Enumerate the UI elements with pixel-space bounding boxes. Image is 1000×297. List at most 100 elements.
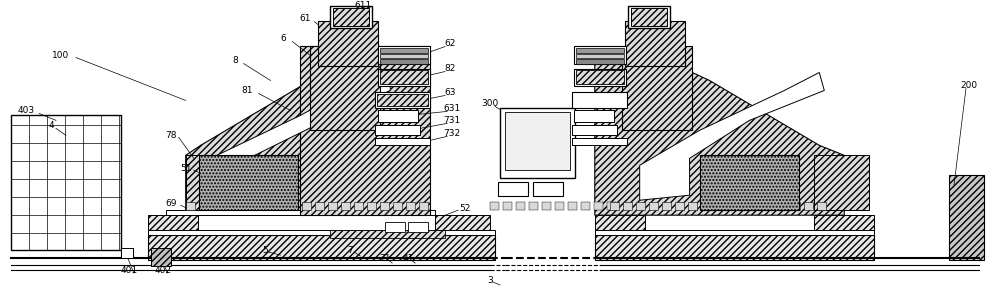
Text: 401: 401 <box>120 266 137 274</box>
Bar <box>623 202 632 210</box>
Bar <box>595 215 645 235</box>
Bar <box>628 6 670 28</box>
Bar <box>354 202 363 210</box>
Text: 4: 4 <box>48 121 54 130</box>
Bar <box>576 53 624 58</box>
Bar <box>166 210 435 215</box>
Bar <box>333 8 369 26</box>
Polygon shape <box>211 72 390 200</box>
Bar <box>380 59 428 64</box>
Bar <box>186 155 241 210</box>
Bar <box>380 53 428 58</box>
Text: 300: 300 <box>481 99 499 108</box>
Bar <box>572 92 627 108</box>
Bar <box>595 230 874 235</box>
Bar <box>408 222 428 232</box>
Bar <box>581 202 590 210</box>
Bar <box>675 202 684 210</box>
Polygon shape <box>595 50 844 215</box>
Bar <box>406 202 415 210</box>
Bar <box>949 175 984 260</box>
Bar <box>555 202 564 210</box>
Bar <box>419 202 428 210</box>
Bar <box>574 69 626 86</box>
Text: 63: 63 <box>444 88 456 97</box>
Text: 3: 3 <box>487 276 493 285</box>
Bar <box>622 45 692 130</box>
Bar <box>151 248 171 266</box>
Bar <box>310 45 380 130</box>
Bar <box>380 70 428 84</box>
Text: 52: 52 <box>459 204 471 213</box>
Bar <box>576 59 624 64</box>
Text: 82: 82 <box>444 64 456 73</box>
Bar <box>778 202 787 210</box>
Text: 200: 200 <box>960 81 978 90</box>
Text: 7: 7 <box>347 246 353 255</box>
Bar <box>662 202 671 210</box>
Bar <box>289 202 298 210</box>
Bar <box>375 125 420 135</box>
Bar <box>148 230 495 235</box>
Bar <box>688 202 697 210</box>
Polygon shape <box>640 72 824 200</box>
Bar <box>625 20 685 66</box>
Bar <box>378 45 430 64</box>
Bar <box>814 215 874 235</box>
Polygon shape <box>186 50 430 215</box>
Bar <box>121 248 133 258</box>
Bar <box>435 215 490 235</box>
Bar <box>186 202 195 210</box>
Bar <box>385 222 405 232</box>
Text: 402: 402 <box>154 266 171 274</box>
Bar <box>817 202 826 210</box>
Text: 5: 5 <box>263 246 268 255</box>
Bar <box>330 230 445 238</box>
Bar <box>238 202 247 210</box>
Bar <box>649 202 658 210</box>
Text: 631: 631 <box>443 104 461 113</box>
Bar <box>378 69 430 86</box>
Text: 611: 611 <box>355 1 372 10</box>
Text: 71: 71 <box>380 254 391 263</box>
Bar <box>572 138 627 145</box>
Bar <box>714 202 723 210</box>
Bar <box>576 70 624 84</box>
Bar <box>367 202 376 210</box>
Bar <box>199 202 208 210</box>
Text: 732: 732 <box>444 129 461 138</box>
Text: 81: 81 <box>242 86 253 95</box>
Bar <box>574 45 626 64</box>
Bar <box>791 202 800 210</box>
Bar <box>264 202 272 210</box>
Text: 6: 6 <box>281 34 286 43</box>
Bar <box>490 202 499 210</box>
Bar <box>328 202 337 210</box>
Bar <box>814 155 869 210</box>
Bar <box>636 202 645 210</box>
Bar <box>330 6 372 28</box>
Bar <box>251 202 260 210</box>
Bar <box>300 45 430 215</box>
Bar <box>505 112 570 170</box>
Bar <box>225 202 234 210</box>
Bar <box>594 202 603 210</box>
Bar <box>607 202 616 210</box>
Bar <box>752 202 761 210</box>
Bar <box>212 202 221 210</box>
Bar <box>739 202 748 210</box>
Bar <box>516 202 525 210</box>
Bar <box>595 235 874 260</box>
Text: 8: 8 <box>233 56 238 65</box>
Bar <box>804 202 813 210</box>
Text: 100: 100 <box>52 51 70 60</box>
Text: 61: 61 <box>300 14 311 23</box>
Bar <box>572 125 617 135</box>
Bar <box>568 202 577 210</box>
Text: 731: 731 <box>443 116 461 125</box>
Bar <box>276 202 285 210</box>
Bar <box>380 202 389 210</box>
Bar <box>302 202 311 210</box>
Bar <box>503 202 512 210</box>
Text: 69: 69 <box>165 199 176 208</box>
